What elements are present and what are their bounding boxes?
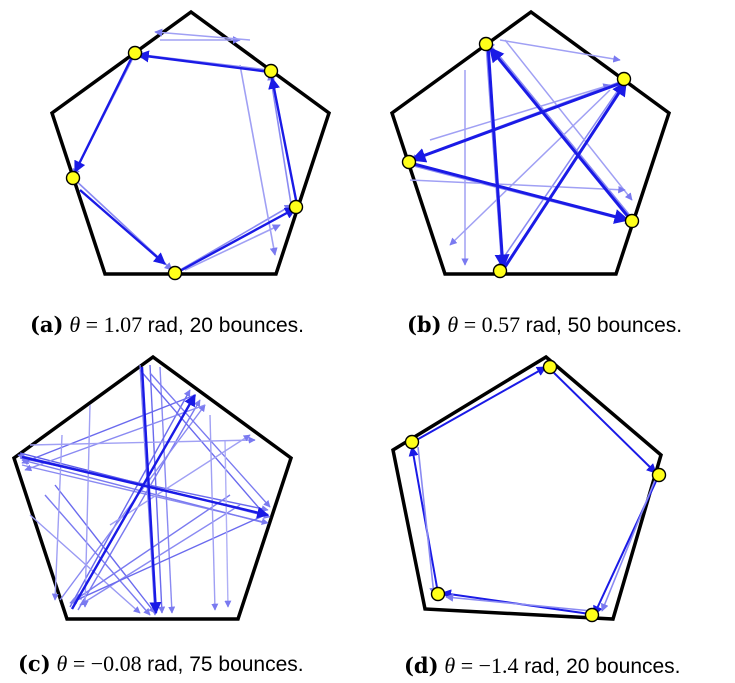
theta-value: 1.07 bbox=[103, 312, 143, 337]
theta-symbol: θ bbox=[447, 312, 459, 337]
pentagon-outline bbox=[389, 9, 672, 276]
pentagon-outline bbox=[391, 354, 663, 621]
unit-text: rad, bbox=[147, 653, 184, 676]
caption-label: (d) bbox=[404, 653, 439, 678]
trajectory-lines bbox=[72, 28, 299, 274]
equals-sign: = bbox=[72, 651, 86, 676]
bounce-points bbox=[401, 36, 640, 279]
panel-c bbox=[0, 345, 370, 640]
theta-value: −1.4 bbox=[478, 653, 519, 678]
equals-sign: = bbox=[85, 312, 99, 337]
bounce-count: 20 bounces. bbox=[566, 655, 681, 678]
equals-sign: = bbox=[463, 312, 477, 337]
bounce-count: 20 bounces. bbox=[189, 314, 305, 337]
bounce-points bbox=[404, 359, 667, 623]
pentagon-outline bbox=[49, 9, 332, 276]
trajectory-lines bbox=[409, 39, 633, 271]
theta-symbol: θ bbox=[69, 312, 81, 337]
diagram-b bbox=[389, 9, 672, 279]
caption-a: (a) θ = 1.07 rad, 20 bounces. bbox=[30, 312, 304, 338]
diagram-c bbox=[11, 354, 294, 621]
theta-expression: θ = 1.07 bbox=[69, 312, 147, 337]
pentagon-outline bbox=[11, 354, 294, 621]
trajectory-lines bbox=[17, 364, 271, 616]
equals-sign: = bbox=[460, 653, 474, 678]
theta-expression: θ = −1.4 bbox=[444, 653, 524, 678]
caption-b: (b) θ = 0.57 rad, 50 bounces. bbox=[407, 312, 682, 338]
caption-label: (b) bbox=[407, 312, 442, 337]
caption-label: (c) bbox=[18, 651, 51, 676]
caption-d: (d) θ = −1.4 rad, 20 bounces. bbox=[404, 653, 681, 679]
theta-expression: θ = 0.57 bbox=[447, 312, 525, 337]
panel-b bbox=[370, 0, 735, 300]
theta-expression: θ = −0.08 bbox=[57, 651, 148, 676]
trajectory-lines bbox=[408, 366, 659, 616]
panel-d bbox=[370, 345, 735, 640]
unit-text: rad, bbox=[147, 314, 184, 337]
diagram-a bbox=[49, 9, 332, 281]
bounce-count: 75 bounces. bbox=[189, 653, 304, 676]
bounce-count: 50 bounces. bbox=[567, 314, 683, 337]
caption-label: (a) bbox=[30, 312, 64, 337]
theta-symbol: θ bbox=[56, 651, 68, 676]
unit-text: rad, bbox=[524, 655, 561, 678]
theta-symbol: θ bbox=[444, 653, 456, 678]
bounce-points bbox=[65, 45, 304, 281]
caption-c: (c) θ = −0.08 rad, 75 bounces. bbox=[18, 651, 304, 677]
panel-a bbox=[0, 0, 370, 300]
theta-value: −0.08 bbox=[90, 651, 142, 676]
unit-text: rad, bbox=[525, 314, 562, 337]
theta-value: 0.57 bbox=[481, 312, 521, 337]
diagram-d bbox=[391, 354, 667, 623]
